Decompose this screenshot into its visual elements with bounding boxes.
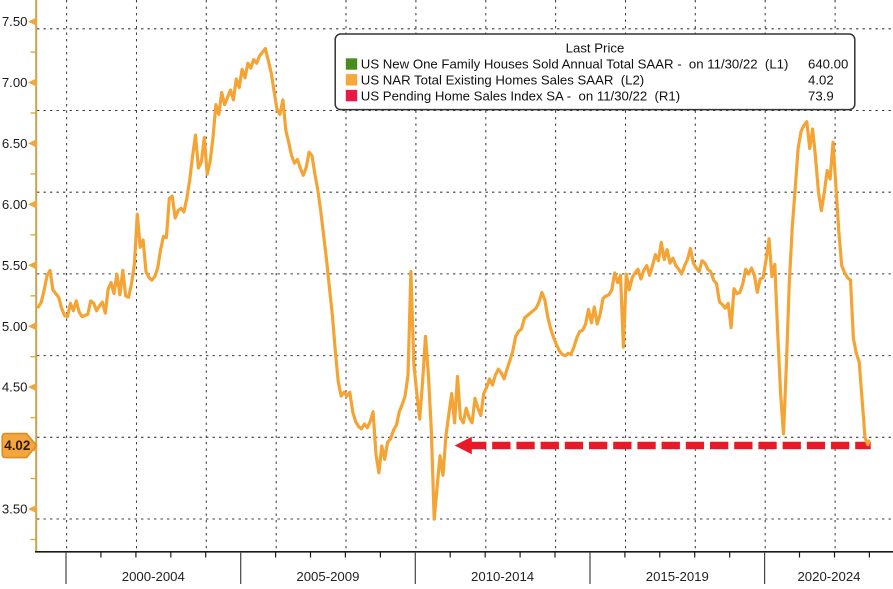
svg-text:2010-2014: 2010-2014 — [471, 569, 534, 584]
svg-text:2015-2019: 2015-2019 — [646, 569, 709, 584]
svg-text:640.00: 640.00 — [808, 57, 848, 72]
svg-text:2000-2004: 2000-2004 — [122, 569, 185, 584]
svg-text:US New One Family Houses Sold: US New One Family Houses Sold Annual Tot… — [361, 57, 789, 72]
svg-text:7.00: 7.00 — [2, 75, 28, 90]
svg-text:73.9: 73.9 — [808, 88, 834, 103]
svg-text:5.00: 5.00 — [2, 319, 28, 334]
svg-text:2020-2024: 2020-2024 — [797, 569, 860, 584]
svg-text:Last Price: Last Price — [566, 41, 625, 56]
svg-text:3.50: 3.50 — [2, 502, 28, 517]
svg-text:7.50: 7.50 — [2, 14, 28, 29]
svg-text:US NAR Total Existing Homes Sa: US NAR Total Existing Homes Sales SAAR (… — [361, 73, 644, 88]
svg-text:US Pending Home Sales Index SA: US Pending Home Sales Index SA - on 11/3… — [361, 88, 680, 103]
svg-text:4.02: 4.02 — [4, 438, 30, 453]
svg-text:2005-2009: 2005-2009 — [296, 569, 359, 584]
svg-text:6.00: 6.00 — [2, 197, 28, 212]
svg-text:5.50: 5.50 — [2, 258, 28, 273]
svg-text:4.50: 4.50 — [2, 380, 28, 395]
svg-text:4.02: 4.02 — [808, 73, 834, 88]
svg-text:6.50: 6.50 — [2, 136, 28, 151]
